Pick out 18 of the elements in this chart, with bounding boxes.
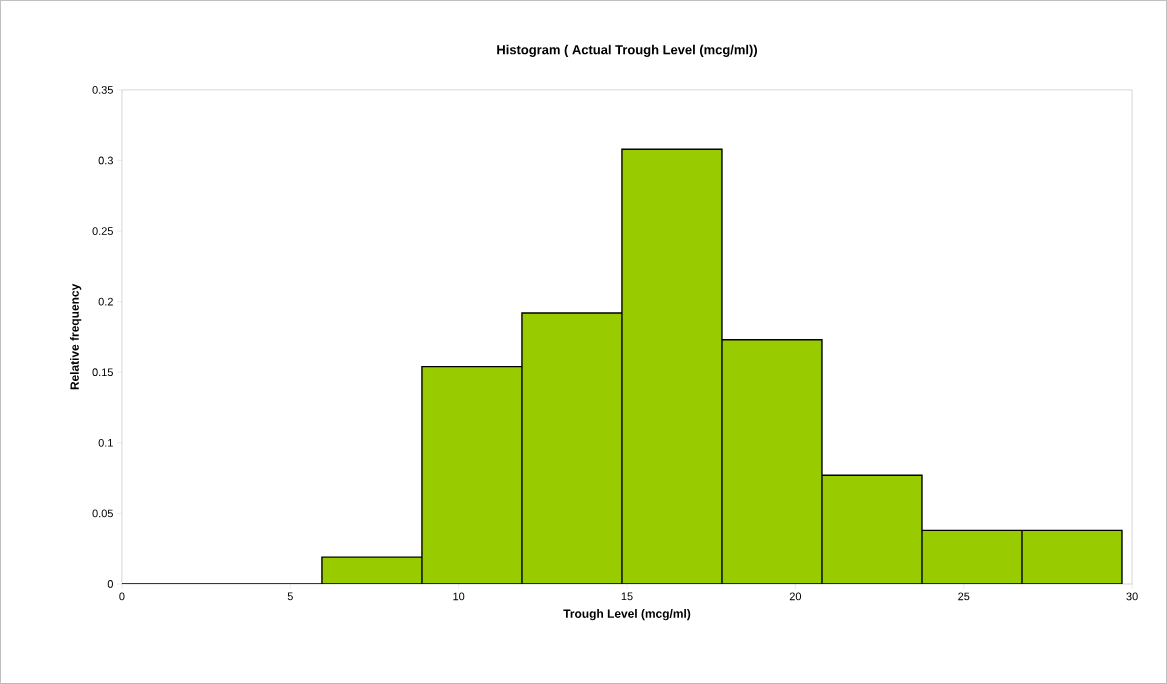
y-tick-label: 0.25 [92,227,113,235]
y-tick-label: 0.3 [98,156,113,165]
y-tick-label: 0.1 [98,439,113,447]
y-tick-label: 0.35 [92,86,113,94]
y-axis-title: Relative frequency [70,283,82,390]
y-tick-label: 0.05 [92,509,113,518]
x-tick-label: 10 [453,592,465,601]
x-tick-label: 25 [958,592,970,601]
x-tick-label: 30 [1126,592,1138,601]
chart-title: Histogram ( Actual Trough Level (mcg/ml)) [497,44,757,58]
x-tick-label: 20 [789,592,802,601]
x-tick-label: 0 [119,592,125,601]
x-tick-label: 15 [621,592,633,601]
y-tick-label: 0.2 [98,297,113,306]
y-tick-label: 0 [107,580,113,588]
x-axis-title: Trough Level (mcg/ml) [563,609,691,621]
x-tick-label: 5 [287,592,293,601]
y-tick-label: 0.15 [92,368,113,377]
